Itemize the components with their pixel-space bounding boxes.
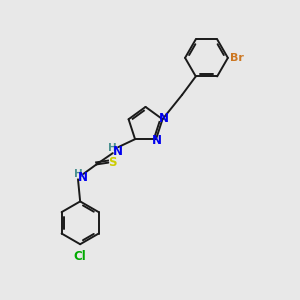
Text: H: H [108, 143, 117, 153]
Text: N: N [113, 145, 123, 158]
Text: H: H [74, 169, 82, 179]
Text: S: S [108, 156, 116, 169]
Text: N: N [152, 134, 162, 147]
Text: N: N [78, 171, 88, 184]
Text: N: N [159, 112, 169, 124]
Text: Br: Br [230, 53, 244, 63]
Text: Cl: Cl [74, 250, 86, 262]
